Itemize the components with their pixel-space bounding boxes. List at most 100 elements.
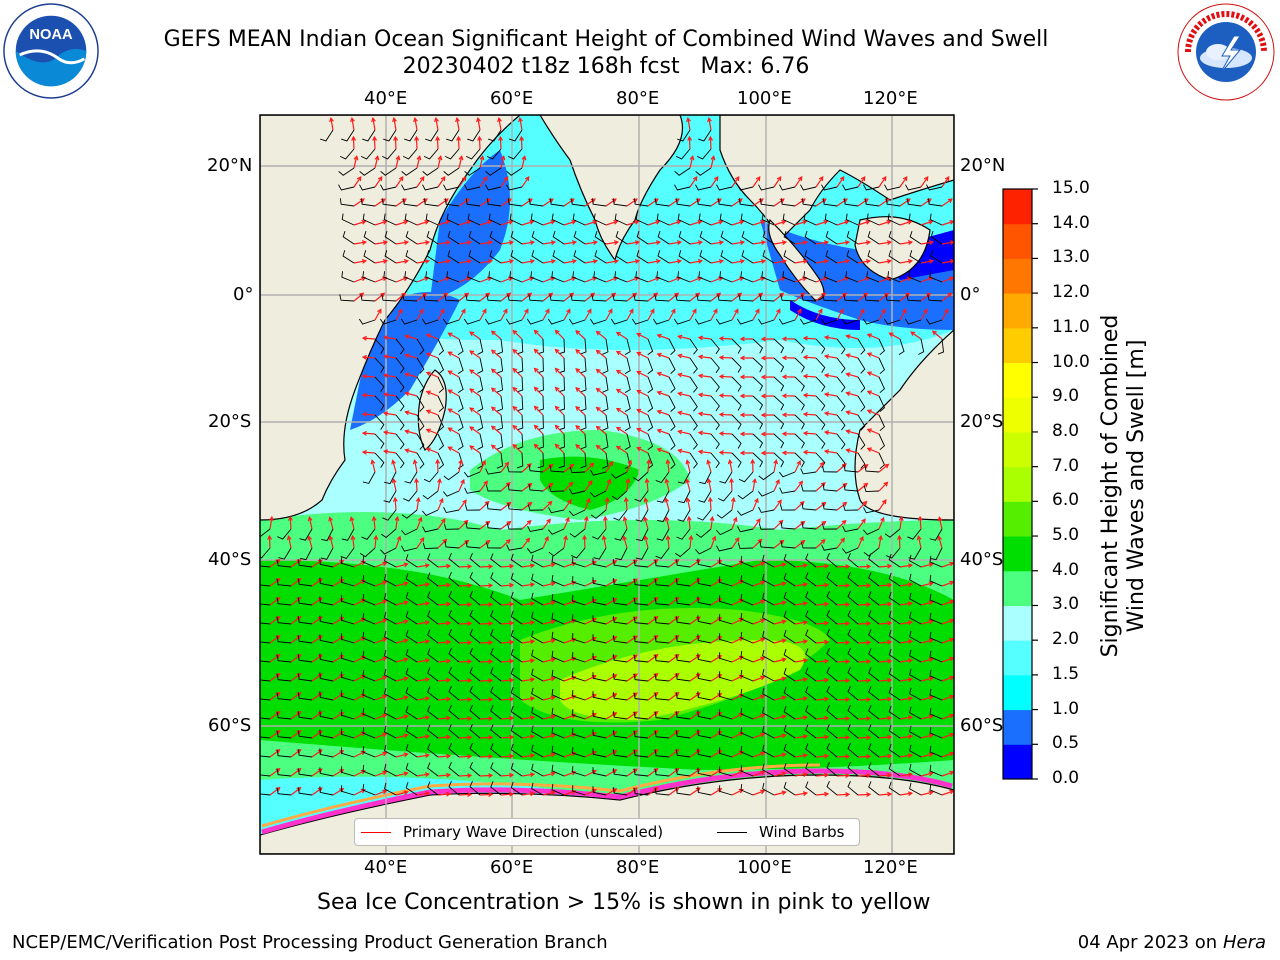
wind-barb [448, 667, 460, 682]
wave-direction-arrowhead [353, 155, 359, 161]
wind-barb [783, 762, 796, 777]
wind-barb [558, 452, 565, 469]
wave-direction-arrow [794, 716, 807, 720]
colorbar-tick-label: 14.0 [1052, 212, 1090, 233]
wave-direction-arrow [719, 432, 733, 435]
wave-direction-arrow [353, 770, 366, 777]
wave-direction-arrowhead [739, 393, 745, 399]
wave-direction-arrow [731, 309, 739, 321]
wave-direction-arrow [416, 537, 425, 549]
wind-barb [845, 271, 859, 283]
wind-barb [339, 148, 355, 160]
wave-direction-arrow [752, 771, 765, 777]
wave-direction-arrowhead [937, 516, 943, 522]
wave-direction-arrow [699, 336, 712, 340]
wave-direction-arrow [521, 659, 534, 663]
wind-barb [762, 592, 775, 606]
wave-direction-arrow [636, 390, 649, 397]
wind-barb [381, 148, 397, 160]
wave-direction-arrow [941, 790, 954, 796]
wave-direction-arrow [555, 368, 565, 378]
wave-direction-arrowhead [529, 563, 536, 569]
wind-barb [548, 507, 565, 514]
wave-direction-arrow [857, 660, 871, 663]
wave-direction-arrowhead [685, 459, 691, 465]
wave-direction-arrowhead [949, 276, 954, 282]
wind-barb [612, 673, 628, 682]
wave-direction-arrowhead [802, 696, 809, 702]
wind-barb [909, 649, 922, 663]
wind-barb [590, 509, 607, 519]
wave-direction-arrow [542, 260, 555, 264]
wind-barb [319, 767, 334, 777]
wave-direction-arrowhead [928, 638, 934, 644]
wave-direction-arrowhead [760, 770, 766, 776]
wave-direction-arrow [437, 755, 451, 758]
wave-direction-arrowhead [476, 116, 481, 123]
wave-direction-arrowhead [802, 411, 808, 417]
wave-direction-arrowhead [360, 598, 366, 604]
wave-direction-arrow [521, 602, 534, 606]
wave-direction-arrow [644, 536, 649, 549]
wave-direction-arrowhead [729, 477, 734, 483]
wave-direction-arrow [878, 309, 886, 321]
wave-direction-arrowhead [419, 175, 425, 182]
wind-barb [826, 648, 838, 663]
wave-direction-arrow [479, 736, 493, 739]
wave-direction-arrowhead [760, 355, 766, 361]
lat-tick-left-20n: 20°N [207, 155, 253, 176]
wind-barb [836, 338, 846, 355]
wave-direction-arrowhead [498, 135, 504, 141]
wind-barb [654, 654, 670, 663]
wind-barb [675, 749, 691, 758]
wave-direction-arrowhead [695, 768, 701, 773]
wind-barb [427, 667, 439, 682]
wind-barb [615, 250, 628, 264]
wave-direction-arrowhead [424, 753, 431, 758]
wave-direction-arrow [626, 241, 639, 245]
wave-direction-arrow [668, 198, 680, 207]
wave-direction-arrow [719, 394, 733, 397]
wind-barb [405, 250, 418, 264]
wave-direction-arrowhead [317, 559, 323, 564]
wave-direction-arrow [605, 674, 617, 682]
wave-direction-arrowhead [674, 559, 680, 564]
wave-direction-arrow [584, 277, 597, 283]
wave-direction-arrow [846, 411, 859, 416]
wave-direction-arrow [479, 241, 492, 245]
wave-direction-arrow [626, 635, 638, 644]
wind-barb [260, 717, 271, 720]
wind-barb [719, 633, 733, 644]
wind-barb [297, 597, 313, 606]
wind-barb [490, 762, 502, 777]
wave-direction-arrowhead [445, 219, 451, 225]
wind-barb [826, 591, 838, 606]
wave-direction-arrowhead [634, 240, 641, 245]
wave-direction-arrow [563, 464, 574, 473]
wave-direction-arrowhead [550, 657, 556, 663]
wave-direction-arrow [512, 444, 523, 454]
wind-barb [425, 271, 439, 283]
wind-barb [468, 250, 481, 264]
wave-direction-arrowhead [403, 676, 409, 682]
wind-barb [548, 485, 565, 492]
wave-direction-arrow [644, 517, 649, 530]
wave-direction-arrowhead [760, 336, 766, 342]
wave-direction-arrow [521, 640, 534, 644]
wave-direction-arrow [699, 393, 712, 397]
wave-direction-arrow [437, 584, 451, 587]
wave-direction-arrow [731, 694, 744, 701]
wind-barb [677, 271, 691, 283]
wave-direction-arrow [584, 713, 597, 720]
wave-direction-arrowhead [370, 459, 376, 465]
wind-barb [633, 616, 649, 625]
wave-direction-arrow [374, 260, 387, 264]
wave-direction-arrowhead [802, 639, 809, 645]
wind-barb [490, 667, 502, 682]
wave-direction-arrowhead [403, 581, 409, 587]
wave-direction-arrow [521, 241, 534, 245]
wave-direction-arrow [773, 241, 786, 245]
wave-direction-arrowhead [575, 444, 581, 449]
wave-direction-arrow [436, 136, 439, 150]
wind-barb [696, 198, 712, 207]
